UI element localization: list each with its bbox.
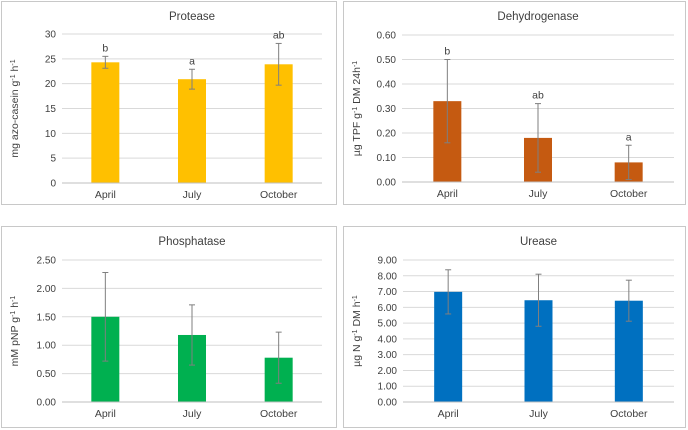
y-axis-label-text: DM 24h — [351, 67, 363, 107]
protease-y-tick-label: 20 — [45, 79, 57, 90]
dehydrogenase-significance-letter: ab — [532, 90, 544, 102]
urease-chart: Urease 0.00 1.00 2.00 3.00 4.00 5.00 6.00 7.00 8.… — [351, 236, 674, 420]
phosphatase-y-tick-label: 0.50 — [37, 369, 57, 380]
phosphatase-y-tick-label: 0.00 — [37, 398, 57, 409]
phosphatase-category-label: April — [95, 408, 116, 420]
y-axis-label-superscript: -1 — [352, 295, 359, 301]
protease-significance-letter: ab — [273, 29, 285, 41]
protease-title: Protease — [169, 11, 215, 23]
protease-y-tick-label: 25 — [45, 54, 57, 65]
urease-category-label: October — [610, 408, 648, 420]
urease-y-tick-label: 0.00 — [378, 398, 398, 409]
y-axis-label-text: mg azo-casein g — [9, 80, 21, 157]
dehydrogenase-significance-letter: b — [444, 46, 450, 58]
dehydrogenase-title: Dehydrogenase — [497, 11, 578, 23]
urease-y-tick-label: 9.00 — [378, 256, 398, 267]
urease-y-tick-label: 1.00 — [378, 382, 398, 393]
dehydrogenase-y-tick-label: 0.60 — [377, 31, 397, 42]
protease-y-tick-label: 5 — [50, 154, 56, 165]
phosphatase-title: Phosphatase — [158, 236, 225, 248]
urease-category-label: July — [529, 408, 548, 420]
y-axis-label-superscript: -1 — [10, 296, 17, 302]
urease-title: Urease — [520, 236, 557, 248]
protease-bar-april — [91, 62, 120, 184]
y-axis-label-text: DM h — [351, 301, 363, 329]
y-axis-label-superscript: -1 — [352, 61, 359, 67]
urease-category-label: April — [438, 408, 459, 420]
protease-category-label: October — [260, 189, 298, 201]
dehydrogenase-y-tick-label: 0.40 — [377, 80, 397, 91]
dehydrogenase-chart-panel: Dehydrogenase 0.00 0.10 0.20 0.30 0.40 0.50 0.6… — [343, 1, 686, 205]
dehydrogenase-category-label: October — [610, 188, 648, 200]
phosphatase-category-label: July — [183, 408, 202, 420]
dehydrogenase-y-tick-label: 0.30 — [377, 104, 397, 115]
protease-chart-panel: Protease 0 5 10 15 20 25 30 mg azo-casein g-1 h-… — [1, 1, 337, 205]
protease-y-tick-label: 10 — [45, 129, 57, 140]
phosphatase-y-tick-label: 1.00 — [37, 341, 57, 352]
phosphatase-y-tick-label: 2.50 — [37, 256, 57, 267]
protease-bar-july — [178, 79, 206, 183]
urease-y-tick-label: 4.00 — [378, 334, 398, 345]
phosphatase-y-axis-label: mM pNP g-1 h-1 — [9, 296, 21, 367]
urease-y-axis-label: µg N g-1 DM h-1 — [351, 295, 363, 367]
phosphatase-y-tick-label: 2.00 — [37, 284, 57, 295]
dehydrogenase-y-tick-label: 0.50 — [377, 55, 397, 66]
protease-y-tick-label: 0 — [50, 179, 56, 190]
phosphatase-y-tick-label: 1.50 — [37, 312, 57, 323]
phosphatase-chart-panel: Phosphatase 0.00 0.50 1.00 1.50 2.00 2.50 mM pN… — [1, 226, 337, 428]
y-axis-label-superscript: -1 — [10, 311, 17, 317]
urease-y-tick-label: 5.00 — [378, 319, 398, 330]
urease-y-tick-label: 7.00 — [378, 287, 398, 298]
phosphatase-category-label: October — [260, 408, 298, 420]
urease-y-tick-label: 3.00 — [378, 350, 398, 361]
protease-y-tick-label: 30 — [45, 30, 57, 41]
protease-y-axis-label: mg azo-casein g-1 h-1 — [9, 59, 21, 157]
y-axis-label-superscript: -1 — [352, 329, 359, 335]
dehydrogenase-y-tick-label: 0.00 — [377, 178, 397, 189]
y-axis-label-superscript: -1 — [10, 59, 17, 65]
protease-y-tick-label: 15 — [45, 104, 57, 115]
y-axis-label-text: h — [9, 302, 21, 311]
dehydrogenase-y-tick-label: 0.10 — [377, 153, 397, 164]
y-axis-label-text: µg N g — [351, 336, 363, 367]
urease-chart-panel: Urease 0.00 1.00 2.00 3.00 4.00 5.00 6.00 7.00 8.… — [343, 226, 686, 428]
dehydrogenase-y-tick-label: 0.20 — [377, 129, 397, 140]
y-axis-label-text: h — [9, 65, 21, 74]
y-axis-label-superscript: -1 — [352, 107, 359, 113]
y-axis-label-text: µg TPF g — [351, 113, 363, 156]
urease-y-tick-label: 2.00 — [378, 366, 398, 377]
y-axis-label-superscript: -1 — [10, 74, 17, 80]
dehydrogenase-chart: Dehydrogenase 0.00 0.10 0.20 0.30 0.40 0.50 0.6… — [351, 11, 674, 200]
protease-category-label: April — [95, 189, 116, 201]
protease-significance-letter: b — [102, 42, 108, 54]
protease-significance-letter: a — [189, 55, 195, 67]
protease-category-label: July — [183, 189, 202, 201]
y-axis-label-text: mM pNP g — [9, 317, 21, 367]
urease-y-tick-label: 8.00 — [378, 271, 398, 282]
phosphatase-chart: Phosphatase 0.00 0.50 1.00 1.50 2.00 2.50 mM pN… — [9, 236, 322, 420]
dehydrogenase-y-axis-label: µg TPF g-1 DM 24h-1 — [351, 61, 363, 156]
dehydrogenase-significance-letter: a — [626, 131, 632, 143]
dehydrogenase-category-label: July — [529, 188, 548, 200]
dehydrogenase-category-label: April — [437, 188, 458, 200]
urease-y-tick-label: 6.00 — [378, 303, 398, 314]
